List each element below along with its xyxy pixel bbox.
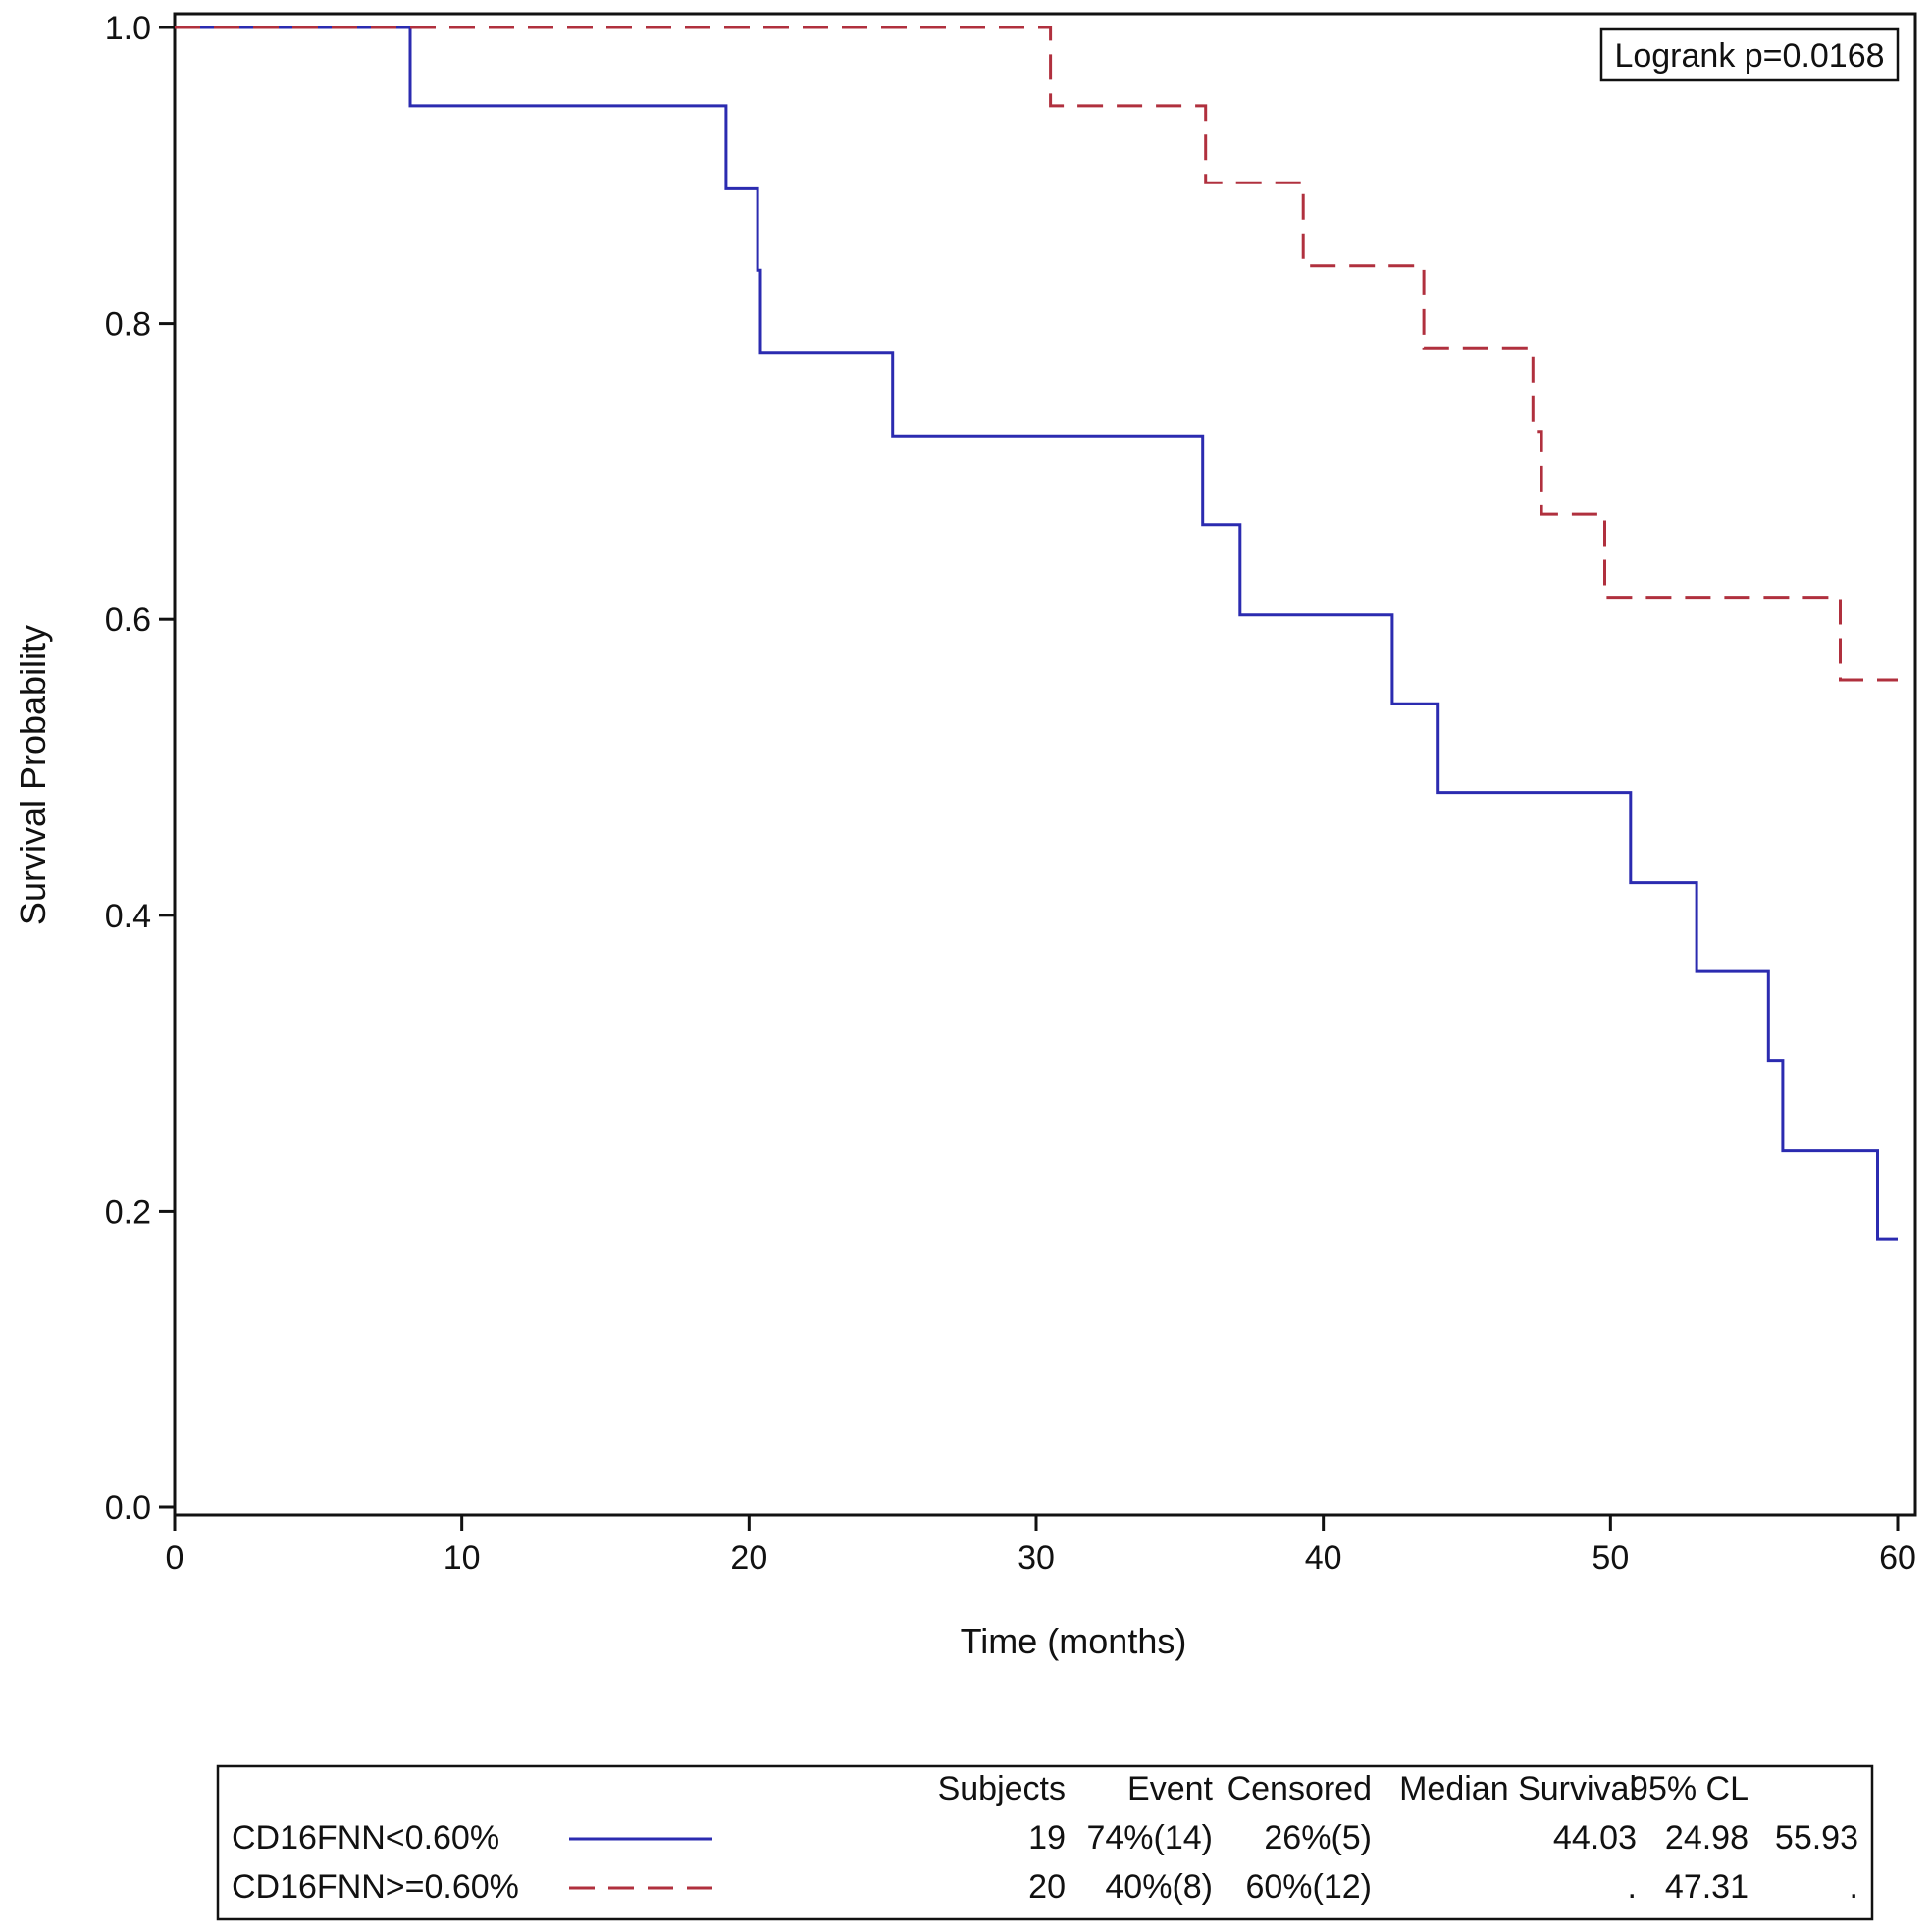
legend-cell-event: 74%(14)	[1086, 1819, 1213, 1856]
legend-cell-censored: 60%(12)	[1245, 1868, 1372, 1906]
x-tick-label: 30	[1018, 1540, 1055, 1577]
x-tick-label: 50	[1592, 1540, 1629, 1577]
x-axis-title: Time (months)	[961, 1621, 1187, 1661]
x-tick-label: 10	[444, 1540, 481, 1577]
legend-cell-median: .	[1628, 1868, 1637, 1906]
y-tick-label: 0.4	[105, 898, 151, 935]
x-tick-label: 20	[730, 1540, 767, 1577]
y-tick-label: 0.2	[105, 1193, 151, 1230]
legend-cell-cl_low: 47.31	[1665, 1868, 1749, 1906]
y-tick-label: 0.8	[105, 306, 151, 343]
y-axis-title: Survival Probability	[13, 625, 53, 925]
legend-cell-cl_high: 55.93	[1775, 1819, 1858, 1856]
legend-header: Event	[1127, 1770, 1213, 1807]
legend-table: Subjects Event Censored Median Survival95% …	[232, 1770, 1858, 1906]
x-axis-ticks: 0 10 20 30 40 50 60	[166, 1515, 1916, 1577]
legend-header: Censored	[1227, 1770, 1372, 1807]
y-tick-label: 1.0	[105, 10, 151, 47]
series-line-cd16fnn-high	[175, 26, 1898, 682]
legend-cell-median: 44.03	[1553, 1819, 1637, 1856]
legend-cell-event: 40%(8)	[1105, 1868, 1213, 1906]
logrank-annotation: Logrank p=0.0168	[1614, 37, 1884, 75]
legend-row-label: CD16FNN>=0.60%	[232, 1868, 519, 1906]
legend-header: 95% CL	[1630, 1770, 1749, 1807]
x-tick-label: 60	[1879, 1540, 1916, 1577]
legend-cell-cl_low: 24.98	[1665, 1819, 1749, 1856]
legend-header: Median Survival	[1399, 1770, 1637, 1807]
legend-cell-censored: 26%(5)	[1264, 1819, 1372, 1856]
legend-table-frame	[216, 1764, 1874, 1921]
series-line-cd16fnn-low	[175, 26, 1898, 1241]
x-tick-label: 0	[166, 1540, 184, 1577]
logrank-box	[1599, 27, 1900, 82]
legend-header: Subjects	[938, 1770, 1066, 1807]
series-layer	[175, 26, 1898, 1241]
x-tick-label: 40	[1305, 1540, 1342, 1577]
plot-frame	[173, 12, 1917, 1517]
legend-cell-subjects: 19	[1028, 1819, 1066, 1856]
legend-row-label: CD16FNN<0.60%	[232, 1819, 499, 1856]
legend-cell-subjects: 20	[1028, 1868, 1066, 1906]
y-axis-ticks: 0.0 0.2 0.4 0.6 0.8 1.0	[105, 10, 175, 1527]
legend-cell-cl_high: .	[1850, 1868, 1858, 1906]
y-tick-label: 0.0	[105, 1489, 151, 1527]
y-tick-label: 0.6	[105, 601, 151, 639]
